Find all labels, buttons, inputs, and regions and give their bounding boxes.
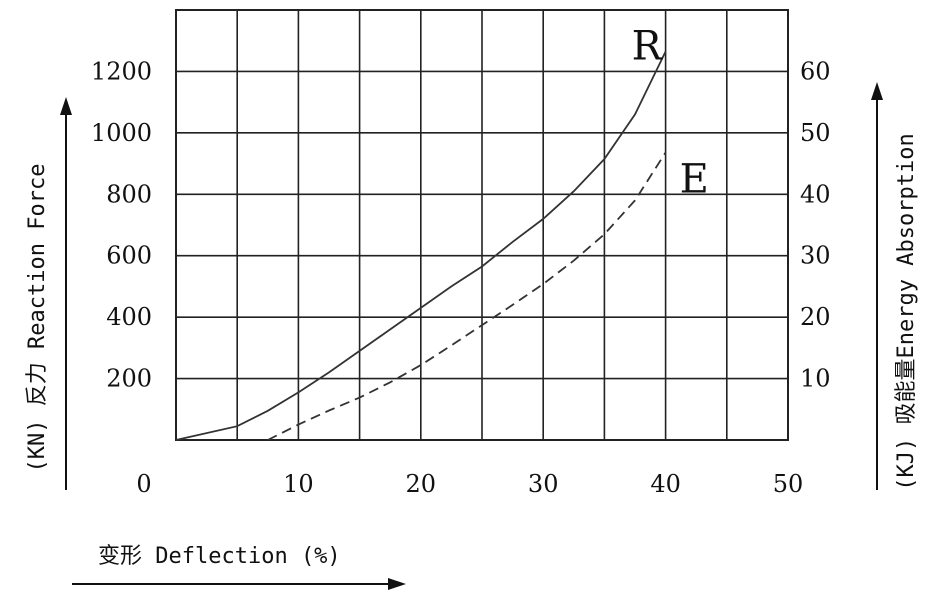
x-tick-label: 0 xyxy=(136,470,151,498)
y-right-tick-labels: 10 20 30 40 50 60 xyxy=(800,57,831,392)
y-left-tick-label: 1200 xyxy=(91,57,152,85)
x-tick-labels: 0 10 20 30 40 50 xyxy=(136,470,803,498)
x-tick-label: 40 xyxy=(650,470,681,498)
y-left-tick-label: 200 xyxy=(106,365,152,393)
y-right-tick-label: 50 xyxy=(800,119,831,147)
plot-frame xyxy=(175,9,789,441)
y-left-tick-label: 600 xyxy=(106,242,152,270)
series-line-E xyxy=(267,152,667,441)
y-left-tick-label: 400 xyxy=(106,303,152,331)
x-axis-title: 变形 Deflection (%) xyxy=(98,544,341,569)
x-tick-label: 10 xyxy=(283,470,314,498)
x-tick-label: 30 xyxy=(528,470,559,498)
x-tick-label: 50 xyxy=(773,470,804,498)
y-left-tick-label: 1000 xyxy=(91,119,152,147)
y-left-axis-title: (KN) 反力 Reaction Force xyxy=(25,164,50,473)
y-right-tick-label: 30 xyxy=(800,242,831,270)
series-label-E: E xyxy=(680,157,709,203)
y-left-tick-labels: 200 400 600 800 1000 1200 xyxy=(91,57,152,392)
y-right-axis-title: (KJ) 吸能量Energy Absorption xyxy=(894,133,919,490)
x-tick-label: 20 xyxy=(406,470,437,498)
y-left-tick-label: 800 xyxy=(106,180,152,208)
y-right-tick-label: 40 xyxy=(800,180,831,208)
grid xyxy=(176,10,788,440)
series-layer: RE xyxy=(175,23,709,441)
series-line-R xyxy=(175,51,667,441)
series-label-R: R xyxy=(632,23,664,69)
y-right-tick-label: 60 xyxy=(800,57,831,85)
y-right-tick-label: 10 xyxy=(800,365,831,393)
y-right-tick-label: 20 xyxy=(800,303,831,331)
